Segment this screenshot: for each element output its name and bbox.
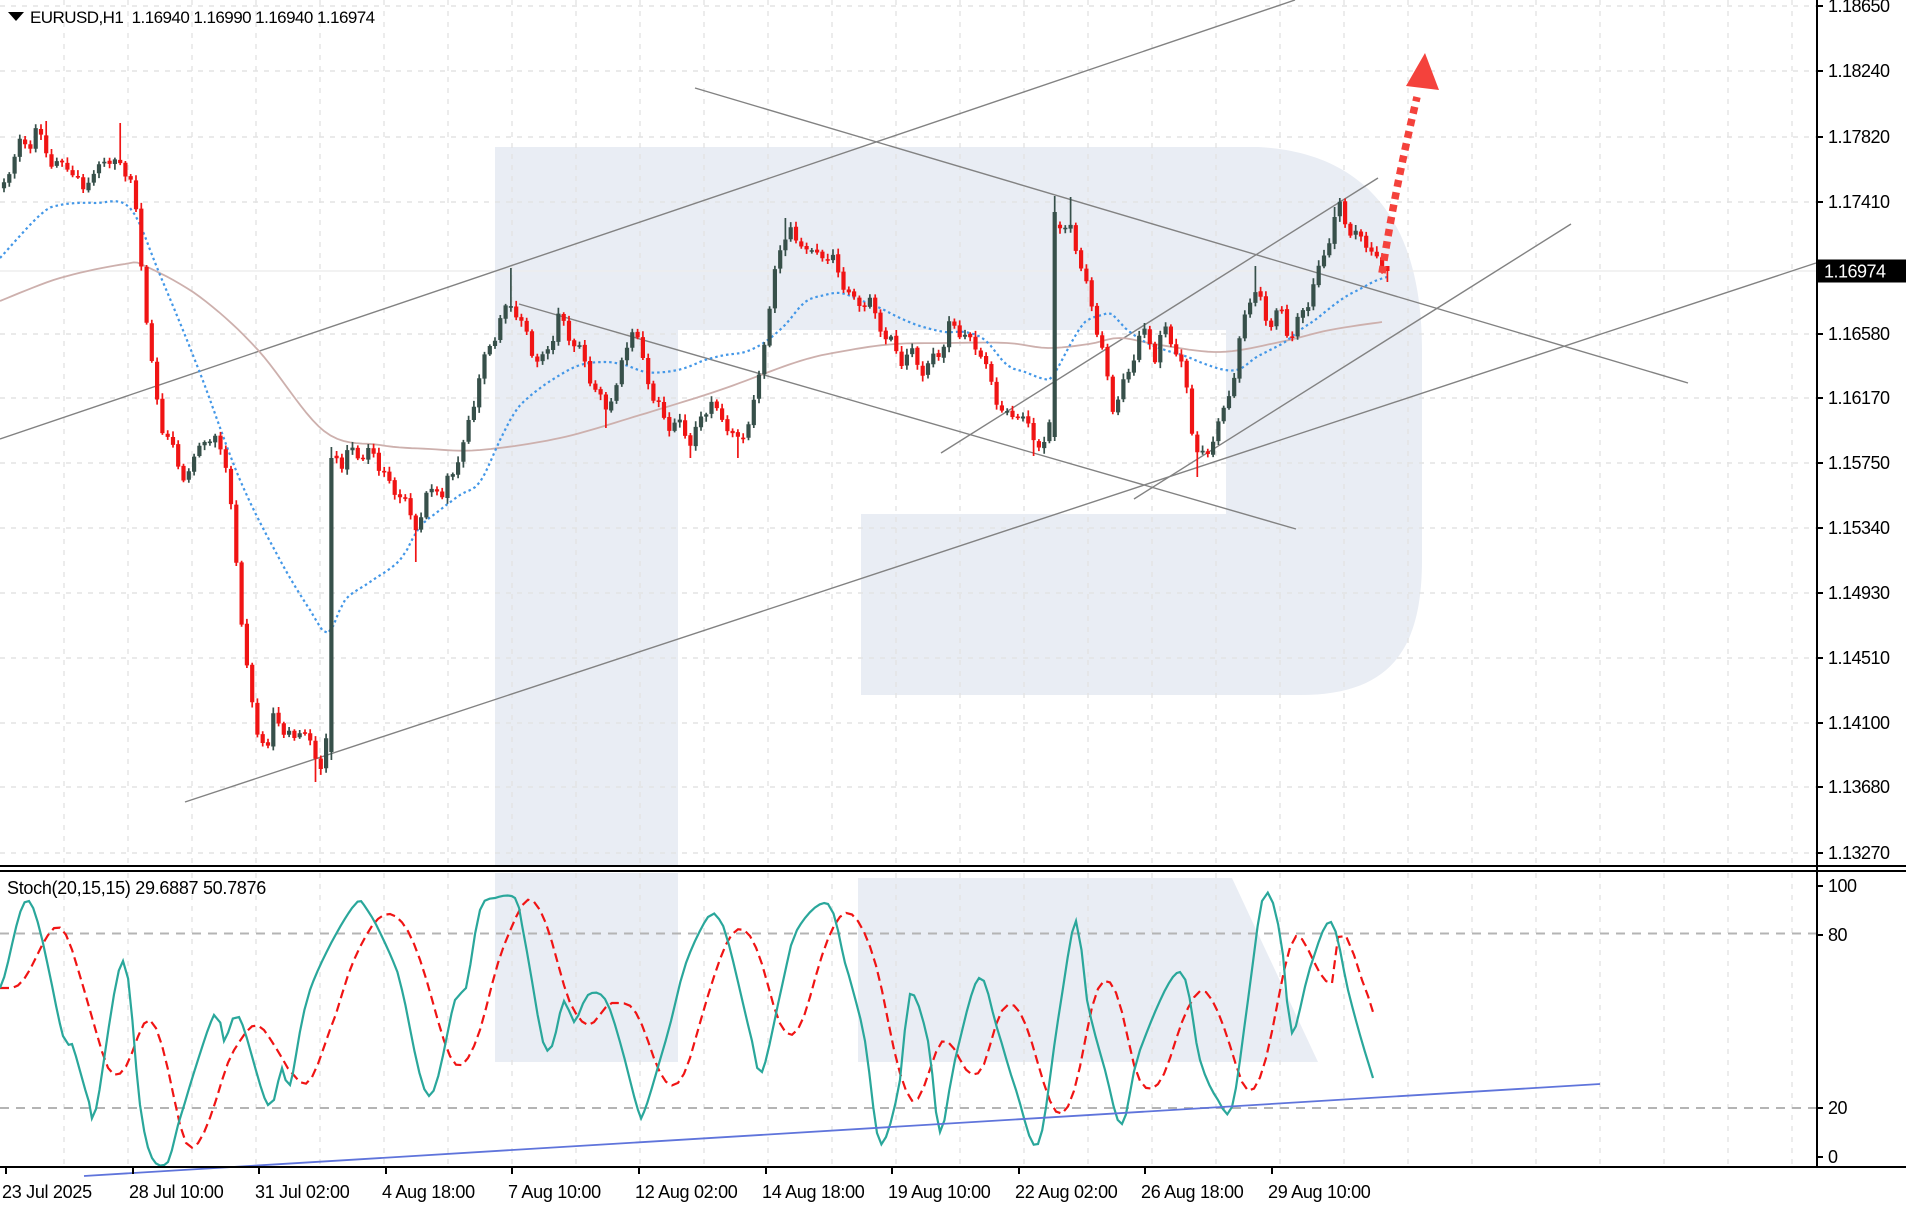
svg-text:1.14930: 1.14930 xyxy=(1828,583,1890,603)
svg-text:14 Aug 18:00: 14 Aug 18:00 xyxy=(762,1182,865,1202)
svg-text:1.17410: 1.17410 xyxy=(1828,192,1890,212)
svg-text:0: 0 xyxy=(1828,1147,1838,1167)
svg-text:28 Jul 10:00: 28 Jul 10:00 xyxy=(129,1182,224,1202)
svg-text:1.18240: 1.18240 xyxy=(1828,61,1890,81)
svg-text:1.13270: 1.13270 xyxy=(1828,843,1890,863)
svg-text:4 Aug 18:00: 4 Aug 18:00 xyxy=(382,1182,475,1202)
svg-text:29 Aug 10:00: 29 Aug 10:00 xyxy=(1268,1182,1371,1202)
svg-text:1.14100: 1.14100 xyxy=(1828,713,1890,733)
svg-text:1.16170: 1.16170 xyxy=(1828,388,1890,408)
svg-text:1.16974: 1.16974 xyxy=(1824,262,1886,282)
svg-text:100: 100 xyxy=(1828,876,1857,896)
svg-text:12 Aug 02:00: 12 Aug 02:00 xyxy=(635,1182,738,1202)
svg-text:7 Aug 10:00: 7 Aug 10:00 xyxy=(508,1182,601,1202)
svg-text:80: 80 xyxy=(1828,925,1848,945)
svg-text:26 Aug 18:00: 26 Aug 18:00 xyxy=(1141,1182,1244,1202)
svg-text:20: 20 xyxy=(1828,1098,1848,1118)
svg-text:1.14510: 1.14510 xyxy=(1828,648,1890,668)
svg-text:1.15340: 1.15340 xyxy=(1828,518,1890,538)
svg-text:19 Aug 10:00: 19 Aug 10:00 xyxy=(888,1182,991,1202)
svg-text:1.15750: 1.15750 xyxy=(1828,453,1890,473)
svg-text:1.17820: 1.17820 xyxy=(1828,127,1890,147)
svg-text:EURUSD,H1 1.16940 1.16990 1.1: EURUSD,H1 1.16940 1.16990 1.16940 1.1697… xyxy=(30,8,375,27)
svg-text:31 Jul 02:00: 31 Jul 02:00 xyxy=(255,1182,350,1202)
svg-text:23 Jul 2025: 23 Jul 2025 xyxy=(2,1182,92,1202)
svg-text:Stoch(20,15,15) 29.6887 50.787: Stoch(20,15,15) 29.6887 50.7876 xyxy=(7,878,266,898)
svg-text:1.18650: 1.18650 xyxy=(1828,0,1890,16)
svg-text:1.13680: 1.13680 xyxy=(1828,777,1890,797)
svg-text:22 Aug 02:00: 22 Aug 02:00 xyxy=(1015,1182,1118,1202)
svg-text:1.16580: 1.16580 xyxy=(1828,324,1890,344)
